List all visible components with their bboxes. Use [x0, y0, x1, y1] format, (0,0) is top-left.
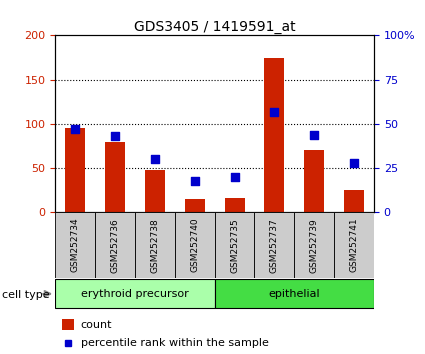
Bar — [105, 142, 125, 212]
Bar — [65, 128, 85, 212]
Bar — [215, 212, 255, 278]
Text: percentile rank within the sample: percentile rank within the sample — [81, 338, 269, 348]
Text: GSM252734: GSM252734 — [71, 218, 79, 273]
Bar — [334, 212, 374, 278]
Text: GSM252738: GSM252738 — [150, 218, 159, 273]
Bar — [224, 198, 244, 212]
Text: GSM252740: GSM252740 — [190, 218, 199, 273]
Text: epithelial: epithelial — [269, 289, 320, 299]
Text: GSM252737: GSM252737 — [270, 218, 279, 273]
Text: erythroid precursor: erythroid precursor — [81, 289, 189, 299]
Bar — [304, 150, 324, 212]
Text: count: count — [81, 320, 112, 330]
Bar — [185, 199, 205, 212]
Text: GSM252739: GSM252739 — [310, 218, 319, 273]
Point — [351, 160, 357, 166]
Text: GSM252735: GSM252735 — [230, 218, 239, 273]
Point — [72, 126, 79, 132]
Bar — [294, 212, 334, 278]
Bar — [135, 212, 175, 278]
Bar — [175, 212, 215, 278]
Point — [112, 133, 119, 139]
Bar — [344, 190, 364, 212]
Point — [151, 156, 158, 162]
Bar — [215, 280, 374, 308]
Point — [311, 132, 317, 137]
Bar — [55, 212, 95, 278]
Bar — [95, 212, 135, 278]
Bar — [145, 170, 165, 212]
Text: GSM252736: GSM252736 — [110, 218, 119, 273]
Bar — [55, 280, 215, 308]
Bar — [264, 57, 284, 212]
Bar — [62, 319, 74, 330]
Bar — [255, 212, 294, 278]
Text: cell type: cell type — [2, 290, 50, 299]
Point — [271, 109, 278, 114]
Title: GDS3405 / 1419591_at: GDS3405 / 1419591_at — [134, 21, 295, 34]
Point — [191, 178, 198, 183]
Text: GSM252741: GSM252741 — [350, 218, 359, 273]
Point — [231, 174, 238, 180]
